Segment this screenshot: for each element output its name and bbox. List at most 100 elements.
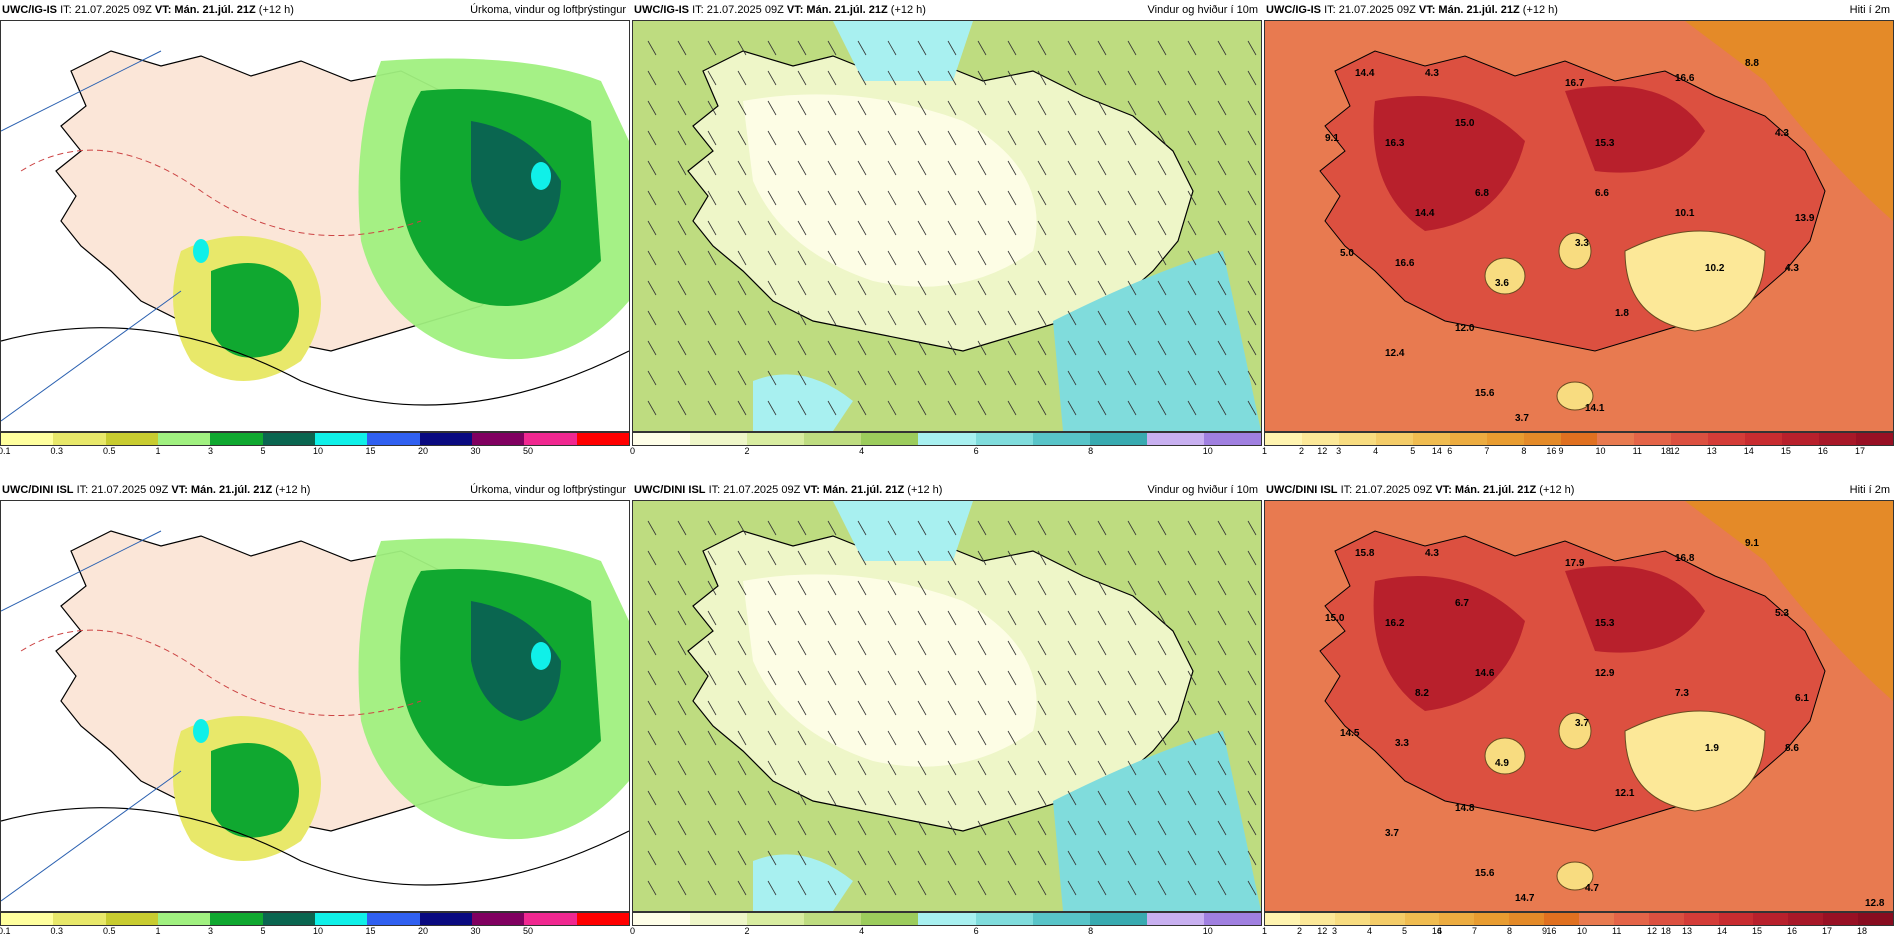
temperature-label: 8.6 (1785, 743, 1799, 754)
colorbar-tick-label: 10 (313, 446, 324, 456)
lead-time: (+12 h) (275, 484, 311, 496)
colorbar-tick-label: 10 (313, 926, 324, 936)
temperature-label: 7.3 (1675, 688, 1689, 699)
colorbar-swatch (105, 913, 158, 925)
colorbar-tick-label: 30 (470, 926, 481, 936)
init-time: IT: 21.07.2025 09Z (708, 484, 801, 496)
temperature-label: 4.3 (1425, 68, 1439, 79)
colorbar-tick-label: 14 (1431, 446, 1442, 456)
map-area[interactable]: 14.4 4.3 16.7 16.6 8.8 9.1 16.3 15.0 15.3 4.3 6.8 1… (1264, 20, 1894, 432)
colorbar-tick-label: 8 (1088, 926, 1094, 936)
colorbar-tick-label: 10 (1202, 446, 1213, 456)
valid-time: VT: Mán. 21.júl. 21Z (786, 4, 888, 16)
colorbar-swatch (975, 433, 1033, 445)
temperature-label: 14.4 (1415, 208, 1435, 219)
valid-time: VT: Mán. 21.júl. 21Z (803, 484, 905, 496)
map-area[interactable]: 15.8 4.3 17.9 16.8 9.1 15.0 16.2 6.7 15.3 5.3 14.6… (1264, 500, 1894, 912)
init-time: IT: 21.07.2025 09Z (60, 4, 152, 16)
temperature-label: 5.0 (1340, 248, 1354, 259)
colorbar-tick-label: 20 (418, 446, 429, 456)
temperature-label: 15.6 (1475, 388, 1495, 399)
colorbar-swatch (1299, 913, 1335, 925)
colorbar-swatch (861, 913, 919, 925)
colorbar-tick-label: 0.5 (103, 446, 116, 456)
temperature-label: 14.5 (1340, 728, 1360, 739)
colorbar-swatch (524, 433, 577, 445)
colorbar-ticks: 0 2 4 6 8 10 12 14 16 18 (630, 926, 1671, 938)
temperature-label: 3.7 (1515, 413, 1529, 424)
valid-time: VT: Mán. 21.júl. 21Z (171, 484, 273, 496)
map-panel-temp: UWC/IG-IS IT: 21.07.2025 09Z VT: Mán. 21… (1262, 0, 1894, 458)
map-area[interactable] (632, 500, 1262, 912)
colorbar-swatch (1671, 433, 1709, 445)
colorbar-tick-label: 10 (1202, 926, 1213, 936)
colorbar (632, 912, 1262, 926)
map-panel-wind: UWC/DINI ISL IT: 21.07.2025 09Z VT: Mán.… (630, 480, 1671, 938)
colorbar-ticks: 1 2 3 4 5 6 7 8 9 10 11 12 13 14 15 16 17 18 (1262, 926, 1894, 938)
panel-title: Hiti í 2m (1849, 484, 1890, 496)
colorbar-tick-label: 1 (155, 926, 161, 936)
model-source: UWC/DINI ISL (634, 484, 706, 496)
colorbar-swatch (419, 433, 472, 445)
temperature-label: 15.0 (1325, 613, 1345, 624)
colorbar-ticks: 0.1 0.3 0.5 1 3 5 10 15 20 30 50 (0, 446, 630, 458)
temperature-label: 4.3 (1425, 548, 1439, 559)
colorbar-tick-label: 13 (1706, 446, 1717, 456)
colorbar-tick-label: 14 (1431, 926, 1442, 936)
colorbar-tick-label: 2 (1299, 446, 1305, 456)
temperature-label: 3.3 (1395, 738, 1409, 749)
colorbar-swatch (975, 913, 1033, 925)
colorbar-tick-label: 15 (1780, 446, 1791, 456)
colorbar-swatch (1788, 913, 1824, 925)
colorbar-tick-label: 14 (1717, 926, 1728, 936)
map-panel-temp: UWC/DINI ISL IT: 21.07.2025 09Z VT: Mán.… (1262, 480, 1894, 938)
lead-time: (+12 h) (258, 4, 294, 16)
colorbar-swatch (1745, 433, 1783, 445)
panel-header: UWC/IG-IS IT: 21.07.2025 09Z VT: Mán. 21… (1264, 0, 1894, 20)
colorbar-tick-label: 3 (1336, 446, 1342, 456)
temperature-label: 9.1 (1325, 133, 1339, 144)
colorbar-ticks: 0 2 4 6 8 10 12 14 16 18 (630, 446, 1671, 458)
colorbar (0, 912, 630, 926)
temperature-label: 6.1 (1795, 693, 1809, 704)
colorbar-swatch (1683, 913, 1719, 925)
colorbar-swatch (1439, 913, 1475, 925)
map-area[interactable] (0, 500, 630, 912)
colorbar-tick-label: 14 (1743, 446, 1754, 456)
colorbar-swatch (1412, 433, 1450, 445)
colorbar-tick-label: 3 (1332, 926, 1338, 936)
temperature-label: 12.4 (1385, 348, 1405, 359)
colorbar-tick-label: 3 (208, 926, 214, 936)
colorbar-tick-label: 17 (1822, 926, 1833, 936)
map-panel-precip: UWC/IG-IS IT: 21.07.2025 09Z VT: Mán. 21… (0, 0, 630, 458)
colorbar-swatch (1509, 913, 1545, 925)
temperature-label: 9.1 (1745, 538, 1759, 549)
colorbar-swatch (1648, 913, 1684, 925)
map-area[interactable] (0, 20, 630, 432)
colorbar-swatch (1560, 433, 1598, 445)
temperature-label: 14.8 (1455, 803, 1475, 814)
panel-title: Úrkoma, vindur og loftþrýstingur (470, 484, 626, 496)
colorbar-swatch (1334, 913, 1370, 925)
valid-time: VT: Mán. 21.júl. 21Z (154, 4, 256, 16)
colorbar-tick-label: 0 (630, 926, 636, 936)
colorbar-tick-label: 50 (523, 926, 534, 936)
colorbar-tick-label: 2 (1297, 926, 1303, 936)
colorbar-ticks: 0.1 0.3 0.5 1 3 5 10 15 20 30 50 (0, 926, 630, 938)
init-time: IT: 21.07.2025 09Z (1340, 484, 1433, 496)
colorbar-swatch (1338, 433, 1376, 445)
colorbar-swatch (210, 433, 263, 445)
map-area[interactable] (632, 20, 1262, 432)
colorbar-swatch (1, 913, 54, 925)
temperature-label: 14.4 (1355, 68, 1375, 79)
temperature-label: 13.9 (1795, 213, 1815, 224)
colorbar-tick-label: 0.3 (50, 926, 64, 936)
colorbar-tick-label: 11 (1632, 446, 1642, 456)
model-source: UWC/IG-IS (1266, 4, 1321, 16)
colorbar-tick-label: 6 (1437, 926, 1443, 936)
colorbar-tick-label: 10 (1595, 446, 1606, 456)
colorbar-tick-label: 0.1 (0, 446, 11, 456)
colorbar-tick-label: 4 (859, 446, 865, 456)
temperature-label: 14.6 (1475, 668, 1495, 679)
lead-time: (+12 h) (907, 484, 943, 496)
